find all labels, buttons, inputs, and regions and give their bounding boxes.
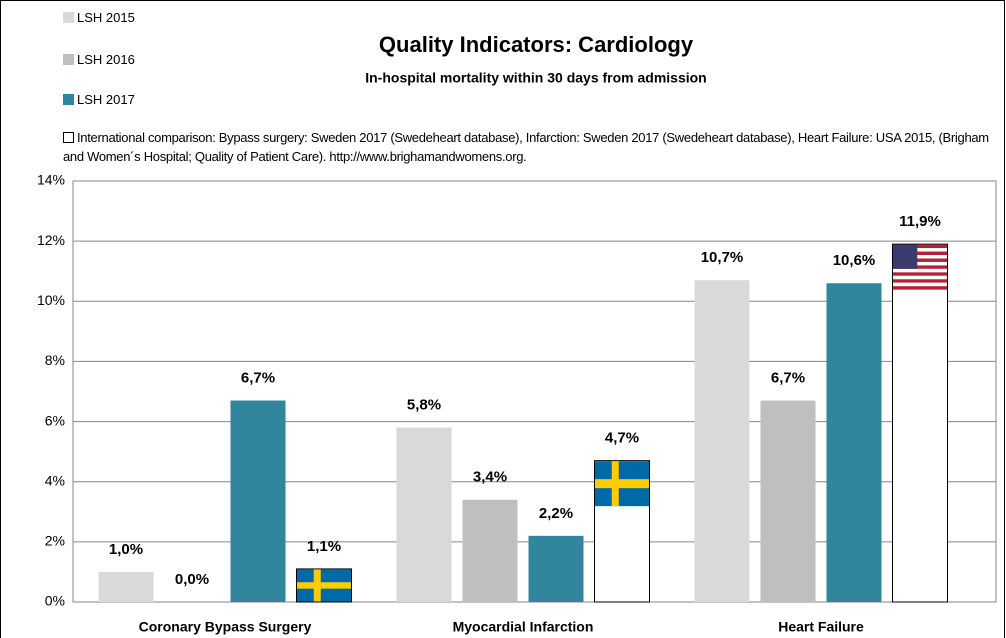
flag: [893, 272, 947, 276]
bar: [826, 283, 882, 602]
y-tick-label: 10%: [37, 292, 65, 308]
flag: [893, 251, 947, 256]
y-tick-label: 14%: [37, 172, 65, 188]
flag: [893, 279, 947, 283]
flag: [893, 282, 947, 287]
chart-subtitle: In-hospital mortality within 30 days fro…: [365, 70, 707, 86]
bar: [396, 427, 452, 602]
flag: [893, 244, 918, 269]
legend-label: International comparison: Bypass surgery…: [63, 130, 989, 164]
legend-item: LSH 2015: [63, 8, 135, 27]
legend-swatch: [63, 12, 74, 23]
flag: [297, 582, 351, 589]
bar: [230, 400, 286, 602]
y-tick-label: 8%: [45, 352, 65, 368]
bar: [528, 535, 584, 602]
chart-title: Quality Indicators: Cardiology: [379, 32, 694, 57]
bar: [462, 499, 518, 602]
y-tick-label: 2%: [45, 533, 65, 549]
legend-item: LSH 2016: [63, 50, 135, 69]
flag: [893, 258, 947, 262]
y-tick-label: 12%: [37, 232, 65, 248]
flag: [595, 479, 649, 489]
value-label: 2,2%: [539, 505, 573, 522]
bar: [694, 280, 750, 602]
y-tick-label: 0%: [45, 593, 65, 609]
legend-swatch: [63, 54, 74, 65]
value-label: 6,7%: [241, 369, 275, 386]
value-label: 5,8%: [407, 397, 441, 414]
y-tick-label: 6%: [45, 412, 65, 428]
legend-label: LSH 2016: [77, 52, 135, 67]
legend-label: LSH 2017: [77, 92, 135, 107]
flag: [893, 275, 947, 280]
bar: [760, 400, 816, 602]
value-label: 3,4%: [473, 469, 507, 486]
value-label: 1,1%: [307, 538, 341, 555]
legend-swatch: [63, 132, 74, 143]
legend-swatch: [63, 94, 74, 105]
flag: [893, 248, 947, 252]
value-label: 4,7%: [605, 430, 639, 447]
value-label: 1,0%: [109, 541, 143, 558]
flag: [893, 286, 947, 290]
x-tick-label: Myocardial Infarction: [453, 619, 594, 635]
x-tick-label: Coronary Bypass Surgery: [139, 619, 312, 635]
flag: [313, 569, 321, 602]
flag: [893, 244, 947, 249]
flag: [893, 261, 947, 266]
flag: [611, 461, 619, 507]
value-label: 0,0%: [175, 571, 209, 588]
y-tick-label: 4%: [45, 472, 65, 488]
bar: [98, 571, 154, 602]
value-label: 10,6%: [833, 252, 876, 269]
flag: [893, 265, 947, 269]
legend-label: LSH 2015: [77, 10, 135, 25]
flag: [893, 255, 947, 259]
flag: [893, 268, 947, 273]
legend-item: International comparison: Bypass surgery…: [63, 128, 998, 166]
x-tick-label: Heart Failure: [778, 619, 864, 635]
bar: [892, 243, 948, 603]
value-label: 10,7%: [701, 249, 744, 266]
legend-item: LSH 2017: [63, 90, 135, 109]
value-label: 11,9%: [899, 213, 941, 230]
value-label: 6,7%: [771, 369, 805, 386]
